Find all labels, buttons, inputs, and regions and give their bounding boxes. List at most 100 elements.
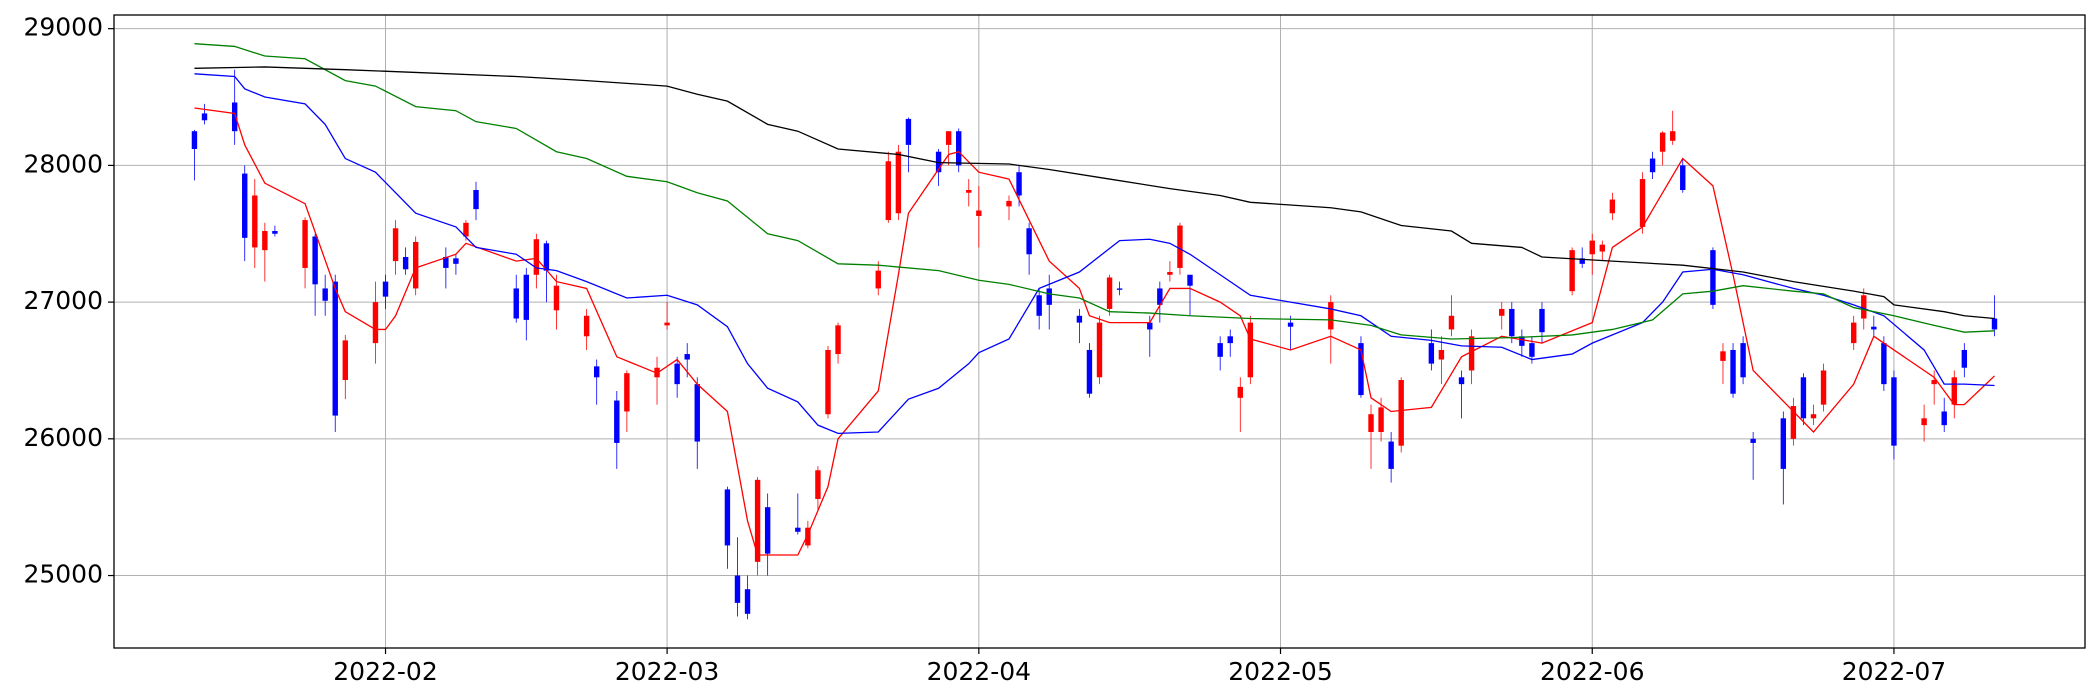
candle-body [1096, 322, 1103, 378]
candle-body [835, 325, 841, 355]
candle-body [272, 231, 278, 234]
candle-body [1921, 418, 1927, 426]
candle-body [1076, 315, 1083, 323]
moving-average-line [194, 43, 1995, 340]
candle-body [1881, 343, 1887, 385]
candle-body [473, 189, 479, 210]
candle-body [201, 113, 208, 121]
plot-frame [113, 14, 2086, 649]
candle-body [1458, 377, 1465, 385]
candle-body [322, 288, 328, 301]
candle-body [1961, 349, 1968, 368]
candle-body [1649, 158, 1656, 173]
candle-body [1891, 377, 1897, 446]
candle-body [1167, 272, 1173, 275]
candle-body [724, 489, 731, 546]
candle-body [191, 131, 198, 149]
x-tick-label: 2022-04 [927, 657, 1031, 686]
candle-body [412, 241, 419, 289]
candle-body [1579, 258, 1585, 264]
candle-body [1147, 322, 1153, 330]
candle-body [966, 189, 972, 193]
x-tick-label: 2022-07 [1842, 657, 1946, 686]
candle-body [453, 258, 459, 264]
candle-body [945, 131, 952, 145]
candle-body [1820, 370, 1827, 405]
candle-body [1177, 225, 1183, 268]
candle-body [764, 507, 771, 554]
y-tick-label: 25000 [23, 560, 103, 589]
candle-body [664, 322, 670, 326]
candle-body [905, 118, 912, 145]
moving-average-line [194, 73, 1995, 435]
candle-body [744, 589, 751, 614]
candle-body [332, 281, 338, 416]
candle-body [1358, 343, 1364, 396]
candle-body [1609, 199, 1616, 214]
candle-body [242, 173, 248, 238]
candle-body [795, 527, 801, 532]
candle-body [583, 315, 590, 337]
candle-body [312, 236, 318, 285]
candle-body [1750, 438, 1756, 443]
candle-body [976, 210, 982, 216]
candle-body [1046, 288, 1052, 305]
candle-body [825, 349, 831, 415]
labels-layer: 25000 26000 27000 28000 29000 2022-02 2022-03 2… [23, 13, 1946, 686]
candle-body [1861, 295, 1867, 319]
candle-body [1941, 411, 1947, 426]
candle-body [805, 527, 811, 546]
candle-body [885, 161, 892, 221]
candle-body [1388, 441, 1394, 469]
candle-body [1810, 414, 1817, 419]
candle-body [1157, 288, 1163, 305]
candle-body [463, 222, 469, 237]
candle-body [1227, 336, 1233, 344]
candle-body [614, 400, 620, 443]
y-tick-label: 28000 [23, 149, 103, 178]
candle-body [1217, 343, 1223, 357]
x-tick-label: 2022-06 [1540, 657, 1644, 686]
candle-body [1106, 277, 1113, 309]
candle-body [875, 270, 881, 289]
candle-body [935, 151, 942, 173]
x-tick-label: 2022-05 [1228, 657, 1332, 686]
candle-body [443, 256, 449, 268]
candle-body [1448, 315, 1455, 330]
candle-body [252, 195, 258, 248]
candle-body [1428, 343, 1435, 364]
candle-body [1328, 302, 1334, 330]
candle-body [1599, 244, 1606, 252]
candle-body [302, 220, 308, 268]
candle-body [1237, 386, 1243, 398]
candle-body [231, 102, 238, 132]
candle-body [1529, 343, 1535, 357]
y-tick-label: 29000 [23, 13, 103, 42]
candle-body [1499, 308, 1505, 316]
candle-body [543, 243, 550, 271]
candle-body [1187, 274, 1193, 286]
moving-average-line [194, 66, 1995, 320]
candle-body [1247, 322, 1254, 378]
candle-body [553, 285, 560, 311]
candle-body [1780, 418, 1787, 469]
candle-body [624, 373, 630, 412]
candle-body [1006, 200, 1012, 207]
y-tick-label: 27000 [23, 286, 103, 315]
candle-body [513, 288, 519, 319]
candle-body [1036, 295, 1042, 316]
candle-body [342, 340, 348, 381]
candle-body [1931, 380, 1937, 385]
candle-body [1730, 349, 1736, 394]
candle-body [1368, 414, 1374, 432]
candle-body [1680, 165, 1686, 190]
candle-body [392, 228, 399, 262]
candle-body [1569, 250, 1575, 292]
candle-body [1720, 351, 1726, 361]
x-tick-label: 2022-02 [333, 657, 437, 686]
candle-body [1519, 336, 1525, 346]
candle-body [956, 131, 962, 166]
candle-body [1468, 336, 1475, 371]
candle-body [1116, 288, 1123, 290]
